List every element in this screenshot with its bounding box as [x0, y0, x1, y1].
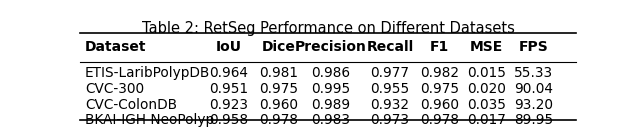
- Text: 0.983: 0.983: [311, 113, 350, 127]
- Text: 0.977: 0.977: [371, 66, 410, 80]
- Text: 0.986: 0.986: [311, 66, 350, 80]
- Text: 0.932: 0.932: [371, 98, 410, 112]
- Text: Dataset: Dataset: [85, 40, 147, 54]
- Text: 0.978: 0.978: [420, 113, 459, 127]
- Text: ETIS-LaribPolypDB: ETIS-LaribPolypDB: [85, 66, 210, 80]
- Text: 0.975: 0.975: [259, 82, 298, 96]
- Text: 0.982: 0.982: [420, 66, 459, 80]
- Text: Recall: Recall: [366, 40, 413, 54]
- Text: 0.978: 0.978: [259, 113, 298, 127]
- Text: 0.020: 0.020: [467, 82, 506, 96]
- Text: 0.964: 0.964: [209, 66, 248, 80]
- Text: 0.017: 0.017: [467, 113, 506, 127]
- Text: Dice: Dice: [262, 40, 295, 54]
- Text: FPS: FPS: [519, 40, 548, 54]
- Text: Table 2: RetSeg Performance on Different Datasets: Table 2: RetSeg Performance on Different…: [141, 21, 515, 35]
- Text: CVC-300: CVC-300: [85, 82, 144, 96]
- Text: 0.995: 0.995: [311, 82, 350, 96]
- Text: 0.923: 0.923: [209, 98, 248, 112]
- Text: 0.035: 0.035: [467, 98, 506, 112]
- Text: 0.960: 0.960: [259, 98, 298, 112]
- Text: 0.973: 0.973: [371, 113, 410, 127]
- Text: 93.20: 93.20: [515, 98, 554, 112]
- Text: Precision: Precision: [294, 40, 367, 54]
- Text: 0.951: 0.951: [209, 82, 248, 96]
- Text: 0.955: 0.955: [371, 82, 410, 96]
- Text: 89.95: 89.95: [514, 113, 554, 127]
- Text: 0.015: 0.015: [467, 66, 506, 80]
- Text: 0.958: 0.958: [209, 113, 248, 127]
- Text: F1: F1: [430, 40, 449, 54]
- Text: 0.975: 0.975: [420, 82, 459, 96]
- Text: 55.33: 55.33: [515, 66, 554, 80]
- Text: MSE: MSE: [470, 40, 503, 54]
- Text: 0.989: 0.989: [311, 98, 350, 112]
- Text: 0.981: 0.981: [259, 66, 298, 80]
- Text: 90.04: 90.04: [515, 82, 554, 96]
- Text: IoU: IoU: [216, 40, 242, 54]
- Text: BKAI-IGH NeoPolyp: BKAI-IGH NeoPolyp: [85, 113, 214, 127]
- Text: 0.960: 0.960: [420, 98, 459, 112]
- Text: CVC-ColonDB: CVC-ColonDB: [85, 98, 177, 112]
